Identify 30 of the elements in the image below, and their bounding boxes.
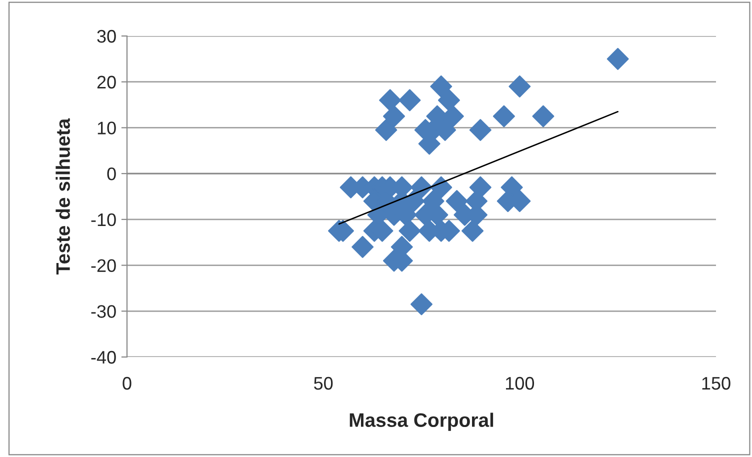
- y-tick-label: 10: [98, 122, 116, 134]
- y-axis-title: Teste de silhueta: [56, 118, 70, 274]
- y-tick-label: 30: [97, 30, 116, 43]
- point: [398, 220, 421, 242]
- point: [398, 89, 421, 112]
- x-tick-label: 50: [314, 376, 333, 390]
- x-tick-label: 0: [122, 376, 132, 390]
- point: [430, 75, 452, 98]
- point: [492, 105, 515, 128]
- x-axis-title: Massa Corporal: [350, 412, 494, 431]
- point: [410, 293, 432, 316]
- point: [462, 220, 484, 242]
- x-tick-label: 150: [702, 376, 730, 390]
- y-tick-label: -10: [91, 213, 116, 226]
- point: [469, 119, 492, 141]
- point: [438, 89, 460, 112]
- point: [508, 75, 531, 98]
- point: [606, 48, 629, 70]
- y-tick-label: -30: [91, 305, 116, 318]
- point: [532, 105, 554, 128]
- x-tick-label: 100: [506, 376, 534, 390]
- point: [446, 190, 468, 212]
- y-tick-label: 20: [97, 76, 116, 89]
- point: [375, 119, 398, 141]
- y-tick-label: 0: [107, 168, 116, 180]
- point: [383, 105, 406, 128]
- y-tick-label: -20: [91, 259, 116, 272]
- point: [352, 236, 374, 258]
- y-tick-label: -40: [91, 350, 116, 364]
- point: [379, 89, 402, 112]
